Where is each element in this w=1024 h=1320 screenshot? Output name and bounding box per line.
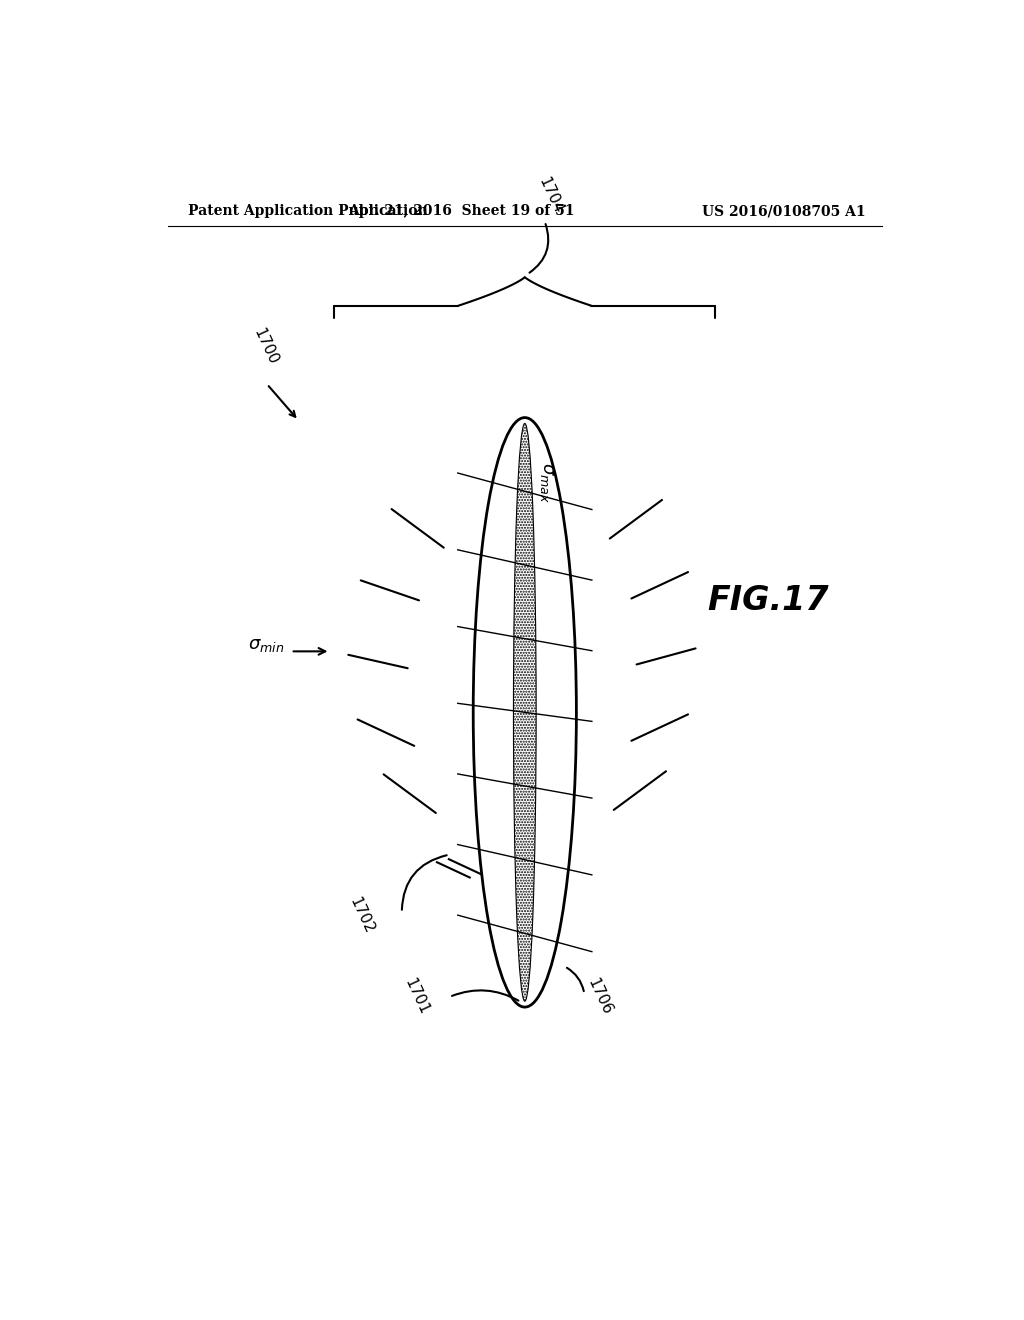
Text: 1701: 1701 [401,975,432,1018]
Text: 1706: 1706 [585,975,614,1018]
Text: 1700: 1700 [251,326,281,367]
Text: $\sigma_{min}$: $\sigma_{min}$ [248,636,285,655]
Text: FIG.17: FIG.17 [708,583,829,616]
Text: Patent Application Publication: Patent Application Publication [187,205,427,218]
Text: US 2016/0108705 A1: US 2016/0108705 A1 [702,205,866,218]
Ellipse shape [513,424,537,1001]
Text: $\sigma_{max}$: $\sigma_{max}$ [539,462,556,503]
Text: Apr. 21, 2016  Sheet 19 of 51: Apr. 21, 2016 Sheet 19 of 51 [348,205,574,218]
Text: 1704: 1704 [536,176,566,216]
Text: 1702: 1702 [346,895,376,936]
